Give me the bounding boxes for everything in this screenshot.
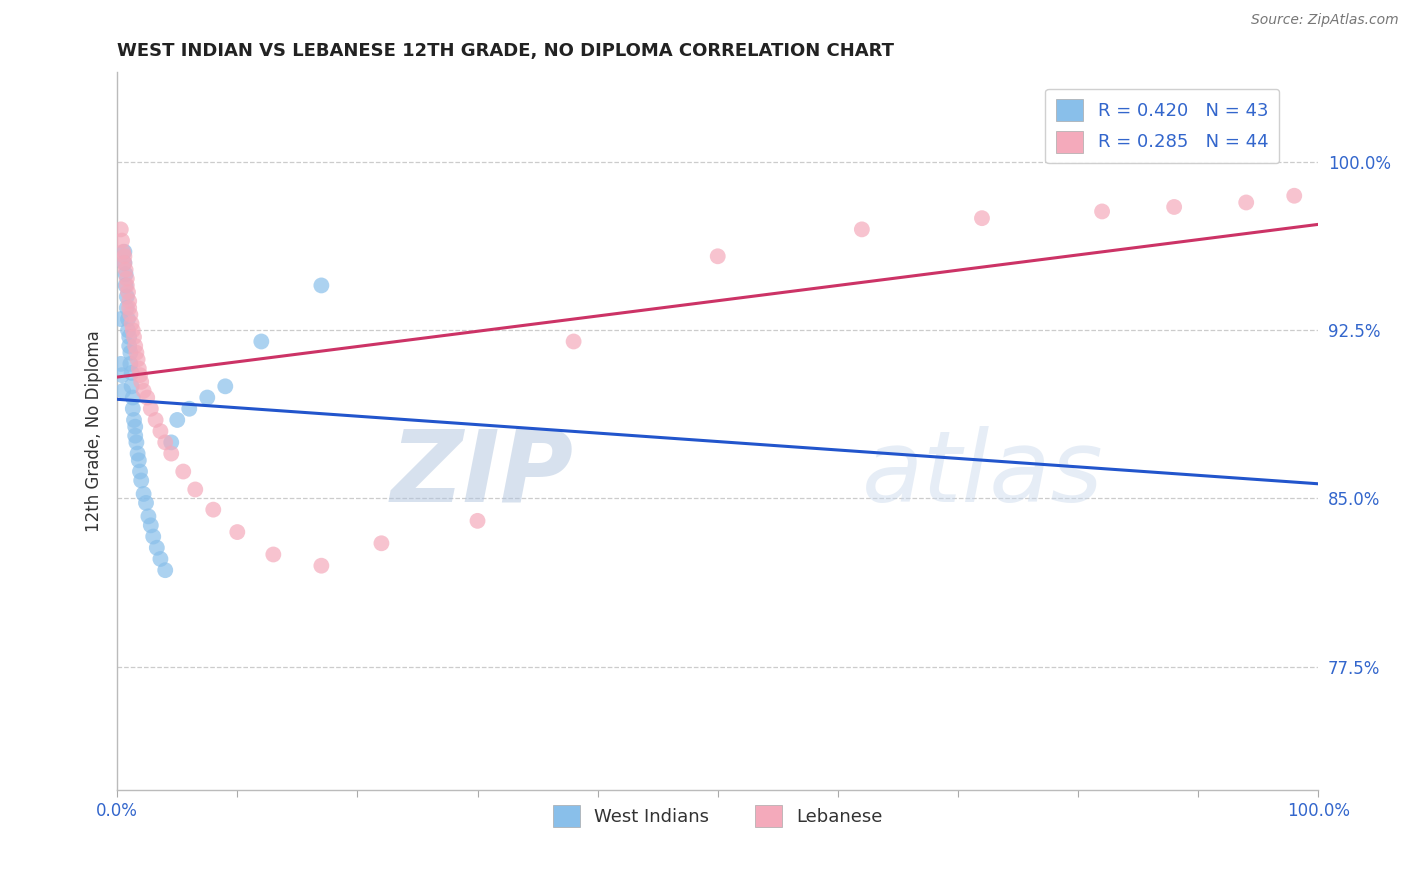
Point (149, 424, 172, 438)
Point (136, 391, 159, 405)
Point (112, 384, 135, 398)
Point (214, 379, 236, 393)
Point (114, 262, 136, 277)
Point (118, 301, 141, 315)
Point (129, 368, 152, 383)
Point (562, 334, 585, 349)
Point (129, 474, 152, 488)
Point (262, 548, 284, 562)
Point (250, 334, 273, 349)
Point (184, 483, 207, 497)
Point (110, 312, 132, 326)
Point (132, 384, 155, 398)
Point (124, 339, 146, 353)
Point (139, 518, 162, 533)
Point (121, 366, 143, 380)
Point (1284, 188, 1306, 202)
Point (139, 401, 162, 416)
Point (160, 435, 183, 450)
Point (115, 278, 138, 293)
Point (226, 524, 249, 539)
Point (120, 357, 142, 371)
Point (128, 453, 150, 467)
Point (127, 352, 149, 367)
Point (115, 301, 138, 315)
Point (112, 244, 135, 259)
Point (172, 465, 194, 479)
Point (311, 278, 333, 293)
Point (970, 211, 993, 226)
Point (124, 419, 146, 434)
Point (1234, 195, 1257, 210)
Point (118, 330, 141, 344)
Point (195, 391, 218, 405)
Point (125, 345, 148, 359)
Point (124, 428, 146, 442)
Text: atlas: atlas (862, 425, 1104, 523)
Point (121, 391, 143, 405)
Point (110, 357, 132, 371)
Point (122, 330, 145, 344)
Point (851, 222, 873, 236)
Point (112, 256, 135, 270)
Point (112, 256, 135, 270)
Point (117, 323, 139, 337)
Point (311, 558, 333, 573)
Point (118, 294, 141, 309)
Point (111, 368, 134, 383)
Point (149, 552, 172, 566)
Point (111, 234, 134, 248)
Point (121, 317, 143, 331)
Point (121, 401, 143, 416)
Point (155, 435, 177, 450)
Point (467, 514, 489, 528)
Point (114, 267, 136, 281)
Point (179, 401, 201, 416)
Point (127, 447, 149, 461)
Point (202, 502, 225, 516)
Point (117, 285, 139, 300)
Point (112, 249, 135, 263)
Point (121, 379, 143, 393)
Point (115, 290, 138, 304)
Point (110, 222, 132, 236)
Point (129, 375, 152, 389)
Point (122, 413, 145, 427)
Text: ZIP: ZIP (391, 425, 574, 523)
Point (125, 435, 148, 450)
Point (160, 447, 183, 461)
Point (166, 413, 188, 427)
Point (114, 278, 136, 293)
Point (112, 244, 135, 259)
Point (117, 312, 139, 326)
Point (120, 308, 142, 322)
Legend: West Indians, Lebanese: West Indians, Lebanese (546, 798, 890, 835)
Text: Source: ZipAtlas.com: Source: ZipAtlas.com (1251, 13, 1399, 28)
Point (146, 541, 169, 555)
Point (1163, 200, 1185, 214)
Point (706, 249, 728, 263)
Point (128, 361, 150, 376)
Point (121, 323, 143, 337)
Point (155, 563, 177, 577)
Point (118, 339, 141, 353)
Text: WEST INDIAN VS LEBANESE 12TH GRADE, NO DIPLOMA CORRELATION CHART: WEST INDIAN VS LEBANESE 12TH GRADE, NO D… (117, 42, 894, 60)
Point (135, 496, 157, 510)
Point (370, 536, 392, 550)
Point (145, 413, 167, 427)
Point (132, 487, 155, 501)
Point (1091, 204, 1114, 219)
Point (120, 345, 142, 359)
Point (138, 509, 160, 524)
Point (115, 271, 138, 285)
Y-axis label: 12th Grade, No Diploma: 12th Grade, No Diploma (86, 330, 103, 532)
Point (142, 530, 165, 544)
Point (129, 465, 152, 479)
